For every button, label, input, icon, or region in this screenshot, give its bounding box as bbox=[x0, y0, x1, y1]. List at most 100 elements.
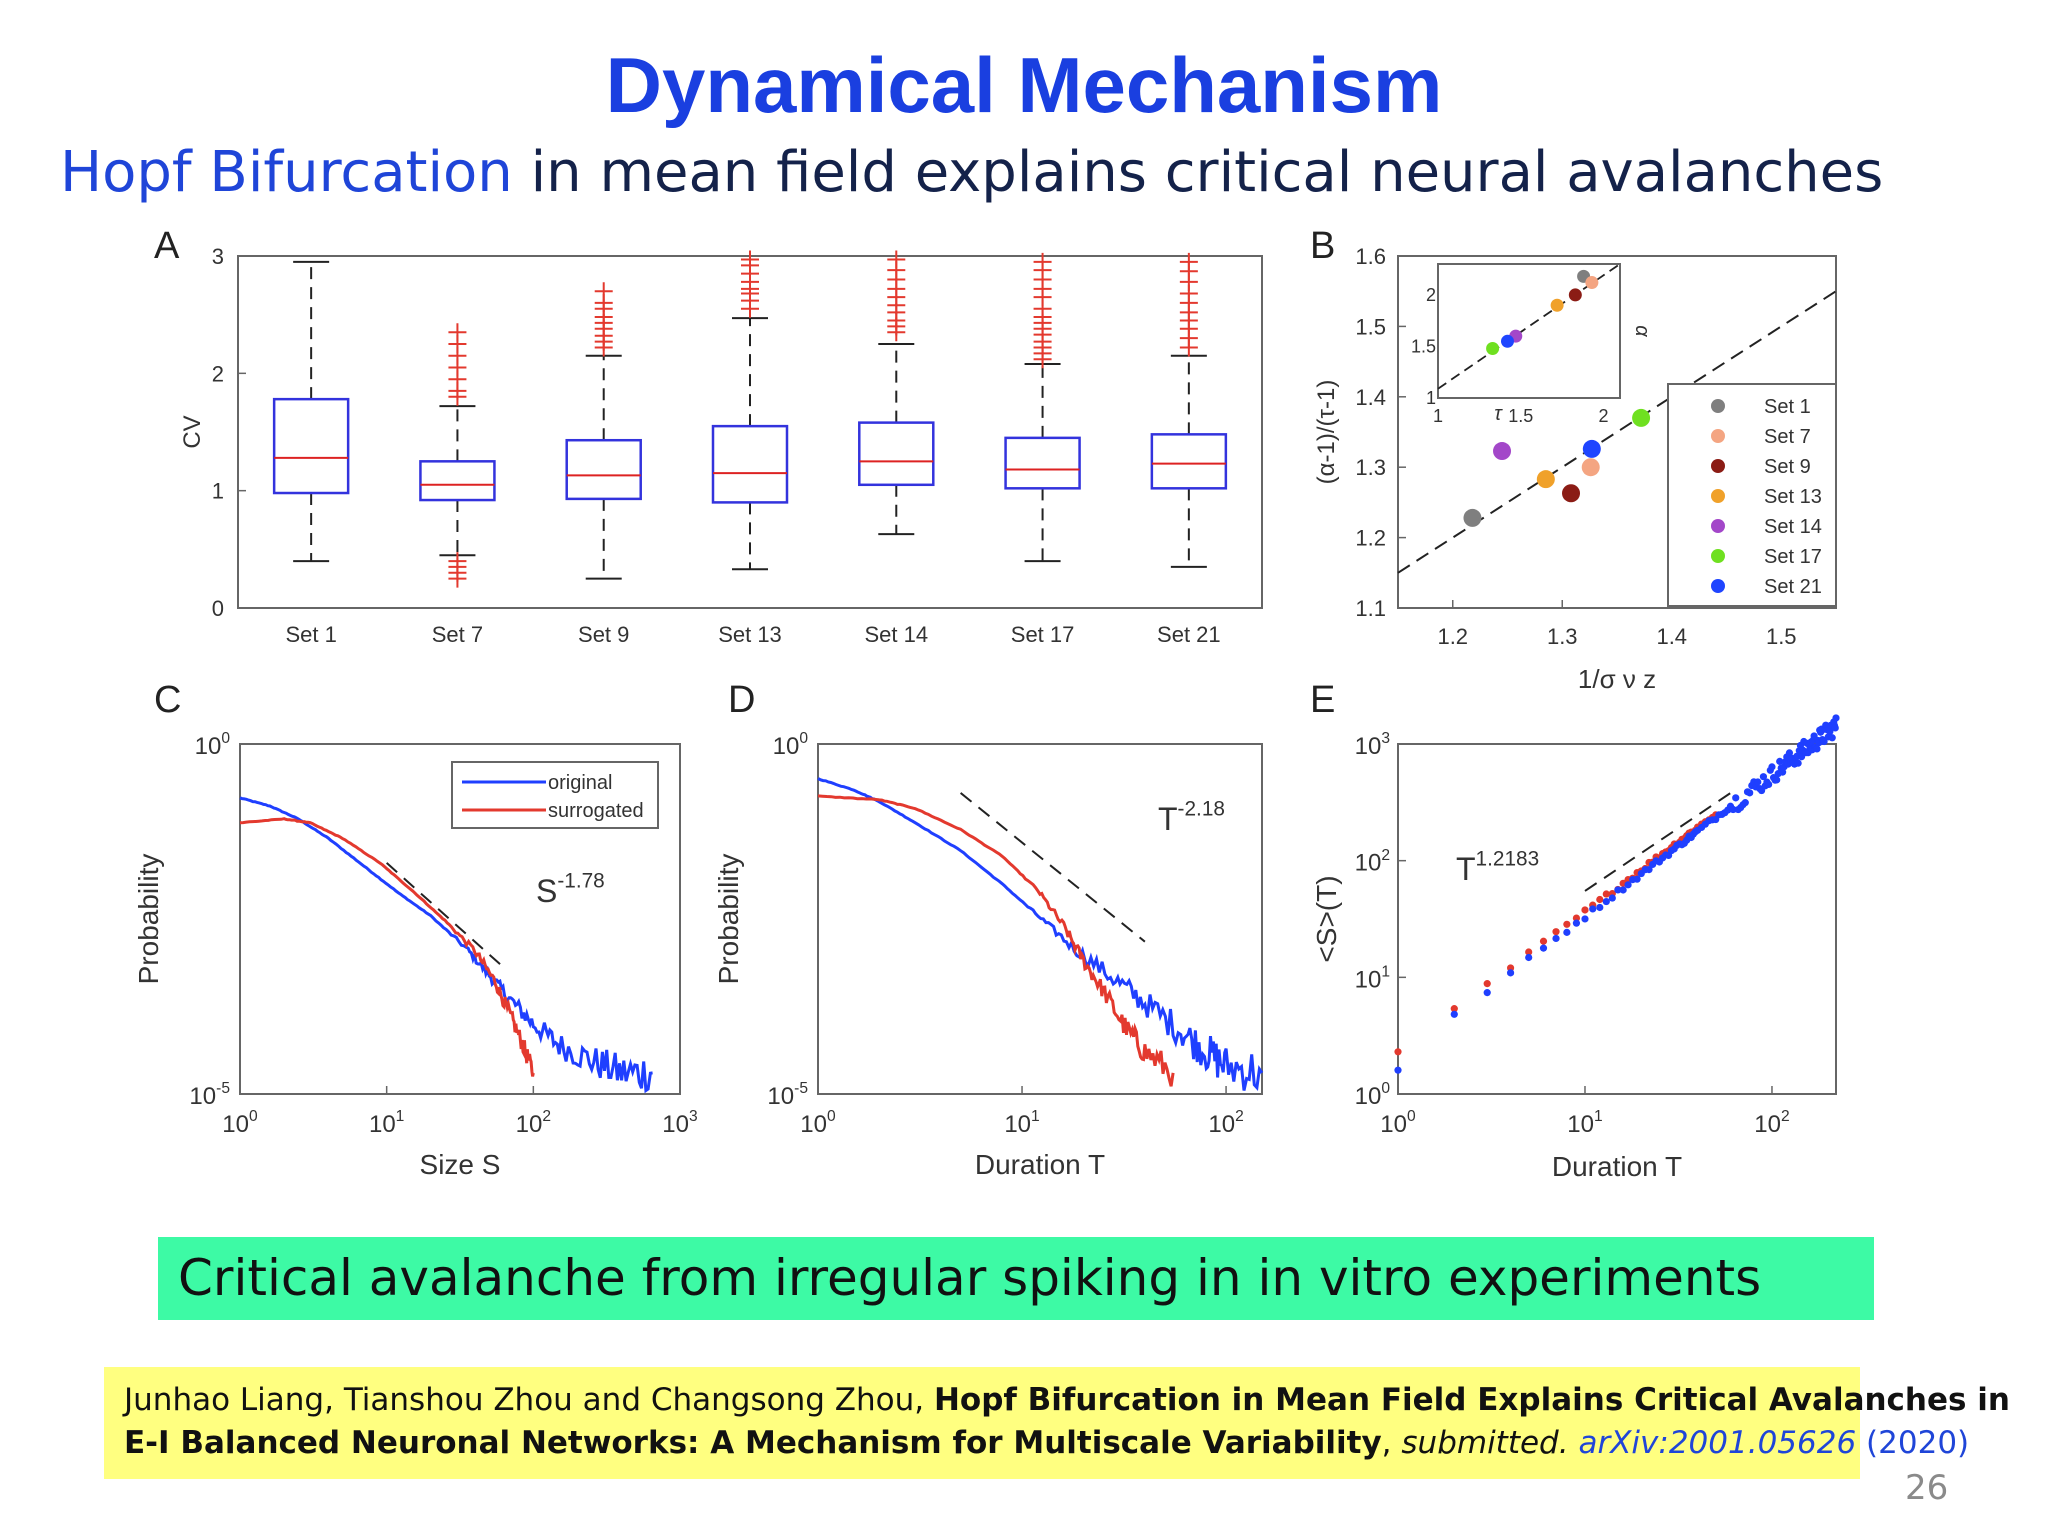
panel-e-point-original bbox=[1729, 805, 1737, 814]
page-number: 26 bbox=[1905, 1468, 1949, 1508]
legend-label: Set 17 bbox=[1764, 546, 1822, 568]
inset-point bbox=[1550, 298, 1564, 312]
panel-a-ylabel: CV bbox=[179, 415, 206, 448]
panel-label-D: D bbox=[728, 679, 755, 721]
reference-sep: , bbox=[1381, 1425, 1402, 1461]
panel-e-ytick-label: 103 bbox=[1355, 730, 1390, 760]
panel-e-point-original bbox=[1633, 875, 1641, 883]
panel-c-xlabel: Size S bbox=[420, 1149, 501, 1180]
panel-label-B: B bbox=[1310, 225, 1335, 267]
panel-e-point-original bbox=[1765, 780, 1773, 788]
box-body bbox=[419, 460, 496, 502]
panel-e-point-original bbox=[1785, 749, 1794, 757]
panel-e-ytick-label: 101 bbox=[1355, 964, 1390, 994]
legend-label: Set 21 bbox=[1764, 576, 1822, 598]
panel-b-ytick-label: 1.3 bbox=[1355, 455, 1386, 480]
inset-ylabel: α bbox=[1631, 325, 1653, 337]
panel-a-category-label: Set 1 bbox=[285, 622, 336, 647]
legend-marker-set-17 bbox=[1711, 549, 1725, 563]
reference-line-2: E-I Balanced Neuronal Networks: A Mechan… bbox=[124, 1425, 1969, 1461]
panel-b-ytick-label: 1.4 bbox=[1355, 385, 1386, 410]
panel-c-ytick-label: 100 bbox=[195, 730, 231, 760]
panel-e-annotation: T1.2183 bbox=[1456, 848, 1539, 887]
panel-e-ytick-label: 100 bbox=[1355, 1080, 1391, 1110]
panel-b-point-set-13 bbox=[1536, 470, 1555, 489]
panel-b-ytick-label: 1.2 bbox=[1355, 526, 1386, 551]
box-outlier bbox=[448, 552, 467, 571]
panel-a-category-label: Set 7 bbox=[432, 622, 483, 647]
panel-e-point-original bbox=[1776, 757, 1784, 765]
legend-label: Set 14 bbox=[1764, 516, 1822, 538]
panel-e-point-original bbox=[1608, 894, 1616, 902]
panel-e-point-original bbox=[1563, 928, 1571, 936]
box-outlier bbox=[1179, 252, 1198, 271]
box-set-17 bbox=[1004, 252, 1081, 563]
box-outlier bbox=[1033, 252, 1052, 271]
panel-e-point-original bbox=[1813, 745, 1821, 753]
legend-marker-set-14 bbox=[1711, 519, 1725, 533]
legend-marker-set-1 bbox=[1711, 399, 1725, 413]
box-set-13 bbox=[711, 250, 789, 571]
reference-title-2: E-I Balanced Neuronal Networks: A Mechan… bbox=[124, 1425, 1382, 1461]
panel-e-point-original bbox=[1552, 934, 1560, 943]
panel-e-point-surrogated bbox=[1596, 895, 1604, 904]
panel-a-ytick-label: 1 bbox=[212, 479, 224, 504]
panel-c-frame bbox=[239, 743, 681, 1095]
panel-d-xtick-label: 102 bbox=[1208, 1108, 1243, 1138]
panel-c-xtick-label: 101 bbox=[369, 1108, 404, 1138]
panel-e-point-original bbox=[1746, 789, 1754, 797]
panel-e-point-original bbox=[1614, 886, 1622, 894]
box-set-21 bbox=[1150, 252, 1228, 568]
inset-ytick-label: 2 bbox=[1426, 285, 1436, 305]
panel-e-point-original bbox=[1450, 1010, 1458, 1018]
reference-arxiv-link[interactable]: arXiv:2001.05626 bbox=[1568, 1425, 1857, 1461]
subtitle-highlight: Hopf Bifurcation bbox=[60, 140, 513, 205]
legend-marker-set-21 bbox=[1711, 579, 1725, 593]
panel-c-ylabel: Probability bbox=[133, 854, 164, 985]
panel-d-ytick-label: 100 bbox=[773, 730, 809, 760]
panel-e-ylabel: <S>(T) bbox=[1311, 875, 1342, 962]
conclusion-box bbox=[158, 1237, 1874, 1320]
inset-xtick-label: 1.5 bbox=[1508, 406, 1533, 426]
panel-b-ytick-label: 1.6 bbox=[1355, 244, 1386, 269]
panel-d-ylabel: Probability bbox=[713, 854, 744, 985]
panel-c-legend-label: original bbox=[548, 772, 612, 794]
panel-e-point-original bbox=[1539, 944, 1548, 952]
panel-e-point-original bbox=[1754, 778, 1762, 786]
box-body bbox=[1004, 436, 1081, 490]
panel-e-point-original bbox=[1831, 724, 1839, 732]
inset-xlabel: τ bbox=[1494, 403, 1503, 425]
panel-c-xtick-label: 102 bbox=[516, 1108, 551, 1138]
panel-d-xtick-label: 100 bbox=[800, 1108, 836, 1138]
box-outlier bbox=[741, 250, 759, 269]
slide-subtitle: Hopf Bifurcation in mean field explains … bbox=[60, 140, 1883, 205]
panel-e-point-original bbox=[1794, 759, 1802, 767]
panel-e-xtick-label: 102 bbox=[1754, 1108, 1789, 1138]
panel-e-point-original bbox=[1602, 897, 1610, 906]
panel-e-point-surrogated bbox=[1572, 914, 1581, 922]
panel-d-power-law-guide bbox=[959, 792, 1146, 943]
panel-b-point-set-9 bbox=[1562, 484, 1581, 503]
panel-c-legend-label: surrogated bbox=[548, 800, 644, 822]
box-body bbox=[711, 424, 789, 504]
panel-e-xlabel: Duration T bbox=[1552, 1151, 1682, 1182]
slide-title: Dynamical Mechanism bbox=[605, 41, 1443, 129]
box-body bbox=[272, 397, 350, 495]
panel-b-xtick-label: 1.2 bbox=[1437, 624, 1468, 649]
panel-e-point-original bbox=[1768, 763, 1776, 771]
panel-b-xtick-label: 1.4 bbox=[1656, 624, 1687, 649]
panel-e-point-surrogated bbox=[1602, 890, 1610, 898]
panel-e-point-original bbox=[1589, 905, 1597, 913]
legend-marker-set-7 bbox=[1711, 429, 1725, 443]
panel-d-xtick-label: 101 bbox=[1004, 1108, 1039, 1138]
panel-d-series-surrogated bbox=[817, 794, 1175, 1087]
panel-a-category-label: Set 14 bbox=[864, 622, 928, 647]
panel-e-point-surrogated bbox=[1563, 920, 1571, 928]
inset-xtick-label: 2 bbox=[1598, 406, 1608, 426]
panel-e-point-surrogated bbox=[1552, 928, 1560, 936]
legend-marker-set-13 bbox=[1711, 489, 1725, 503]
box-outlier bbox=[887, 250, 906, 269]
panel-b-point-set-7 bbox=[1581, 458, 1600, 477]
panel-b-point-set-17 bbox=[1632, 408, 1651, 427]
panel-b-ytick-label: 1.1 bbox=[1355, 596, 1386, 621]
